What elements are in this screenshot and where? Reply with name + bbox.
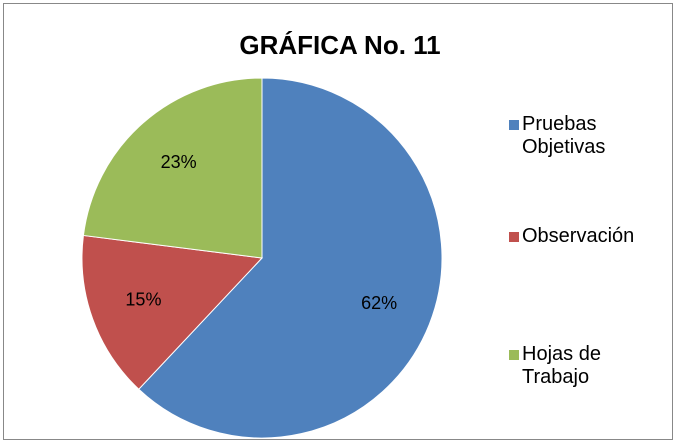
legend-item: Hojas de Trabajo	[509, 343, 669, 389]
data-label: 15%	[125, 289, 161, 309]
legend-label: Hojas de Trabajo	[522, 343, 601, 388]
legend-swatch	[509, 350, 519, 360]
chart-title: GRÁFICA No. 11	[239, 30, 440, 60]
legend-item: Observación	[509, 225, 669, 248]
data-label: 23%	[161, 152, 197, 172]
pie-slice	[82, 77, 263, 259]
legend-swatch	[509, 120, 519, 130]
pie-slice	[138, 77, 443, 439]
legend-label: Observación	[522, 225, 635, 247]
pie-slice	[81, 234, 264, 390]
legend-swatch	[509, 232, 519, 242]
legend-item: Pruebas Objetivas	[509, 113, 669, 159]
legend-label: Pruebas Objetivas	[522, 113, 606, 158]
data-label: 62%	[361, 293, 397, 313]
